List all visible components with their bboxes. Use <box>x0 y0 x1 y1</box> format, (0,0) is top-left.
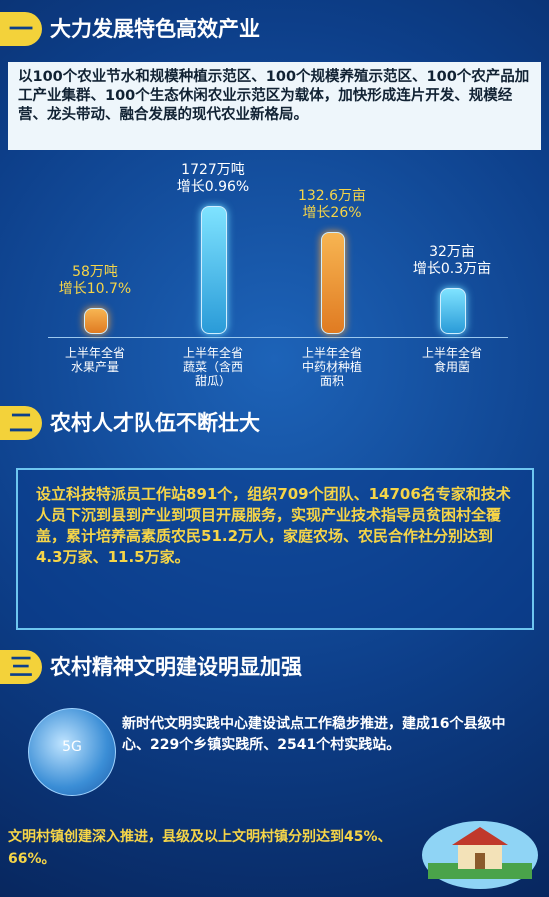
value-label: 1727万吨 <box>155 162 271 179</box>
value-label: 132.6万亩 <box>274 188 390 205</box>
value-label: 58万吨 <box>37 264 153 281</box>
badge: 三 <box>0 650 42 684</box>
text: 新时代文明实践中心建设试点工作稳步推进，建成16个县级中心、229个乡镇实践所、… <box>122 714 532 756</box>
text: 设立科技特派员工作站891个，组织709个团队、14706名专家和技术人员下沉到… <box>16 468 534 630</box>
category-label: 上半年全省 <box>37 346 153 360</box>
infographic: 一 大力发展特色高效产业 以100个农业节水和规模种植示范区、100个规模养殖示… <box>0 0 549 897</box>
section-title: 农村人才队伍不断壮大 <box>50 406 260 440</box>
category-label: 食用菌 <box>394 360 510 374</box>
category-label: 甜瓜） <box>155 374 271 388</box>
pillar <box>84 308 108 334</box>
growth-label: 增长0.96% <box>155 179 271 196</box>
growth-label: 增长0.3万亩 <box>394 261 510 278</box>
category-label: 上半年全省 <box>394 346 510 360</box>
growth-label: 增长10.7% <box>37 281 153 298</box>
category-label: 中药材种植 <box>274 360 390 374</box>
badge: 二 <box>0 406 42 440</box>
category-label: 上半年全省 <box>274 346 390 360</box>
text: 以100个农业节水和规模种植示范区、100个规模养殖示范区、100个农产品加工产… <box>8 62 541 150</box>
category-label: 上半年全省 <box>155 346 271 360</box>
pillar <box>440 288 466 334</box>
text: 文明村镇创建深入推进，县级及以上文明村镇分别达到45%、66%。 <box>8 826 408 870</box>
section-title: 农村精神文明建设明显加强 <box>50 650 302 684</box>
section-title: 大力发展特色高效产业 <box>50 12 260 46</box>
baseline <box>48 337 508 338</box>
category-label: 面积 <box>274 374 390 388</box>
badge: 一 <box>0 12 42 46</box>
icon-label: 5G <box>29 739 115 755</box>
pillar <box>201 206 227 334</box>
house-icon <box>420 815 540 890</box>
growth-label: 增长26% <box>274 205 390 222</box>
pillar <box>321 232 345 334</box>
category-label: 蔬菜（含西 <box>155 360 271 374</box>
globe-icon: 5G <box>28 708 116 796</box>
value-label: 32万亩 <box>394 244 510 261</box>
category-label: 水果产量 <box>37 360 153 374</box>
